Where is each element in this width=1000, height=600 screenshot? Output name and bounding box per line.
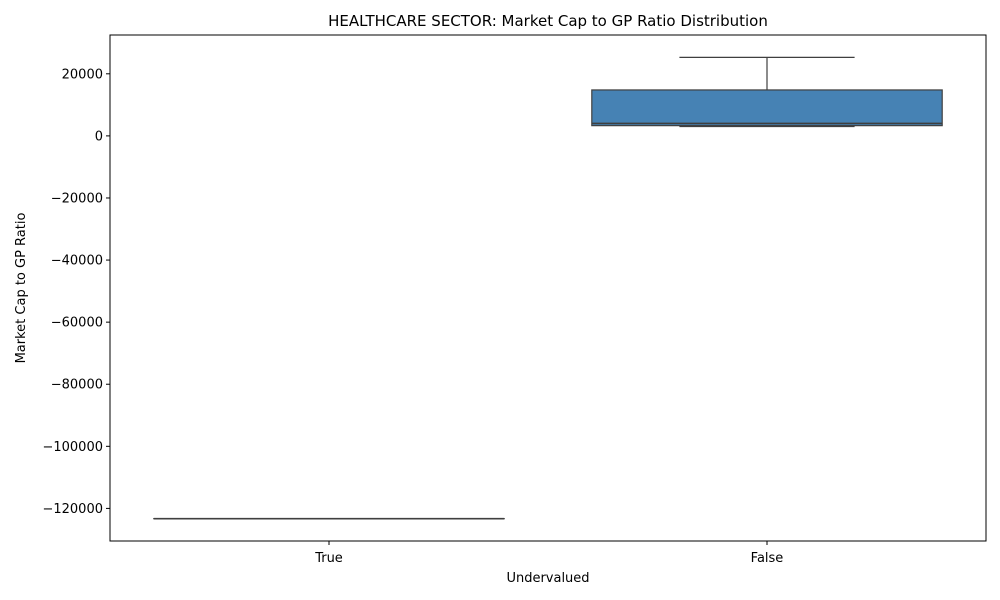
y-tick-label: 0	[95, 129, 103, 144]
y-axis: 20000 0 −20000 −40000 −60000 −80000 −100000 −12…	[42, 67, 110, 517]
y-tick-label: −120000	[42, 502, 103, 517]
y-tick-label: −40000	[51, 254, 103, 269]
y-tick-label: −60000	[51, 316, 103, 331]
plot-frame	[109, 34, 987, 542]
y-tick-label: −100000	[42, 440, 103, 455]
y-tick-label: 20000	[62, 67, 103, 82]
x-tick-label: False	[751, 551, 784, 566]
iqr-box	[591, 89, 943, 127]
y-axis-label: Market Cap to GP Ratio	[14, 213, 29, 364]
x-axis-label: Undervalued	[506, 571, 589, 586]
box-false	[591, 56, 943, 128]
y-tick-label: −80000	[51, 378, 103, 393]
x-axis: True False	[314, 541, 783, 566]
y-tick-label: −20000	[51, 191, 103, 206]
boxes-layer	[153, 56, 943, 520]
x-tick-label: True	[314, 551, 343, 566]
chart-title: HEALTHCARE SECTOR: Market Cap to GP Rati…	[328, 12, 768, 30]
